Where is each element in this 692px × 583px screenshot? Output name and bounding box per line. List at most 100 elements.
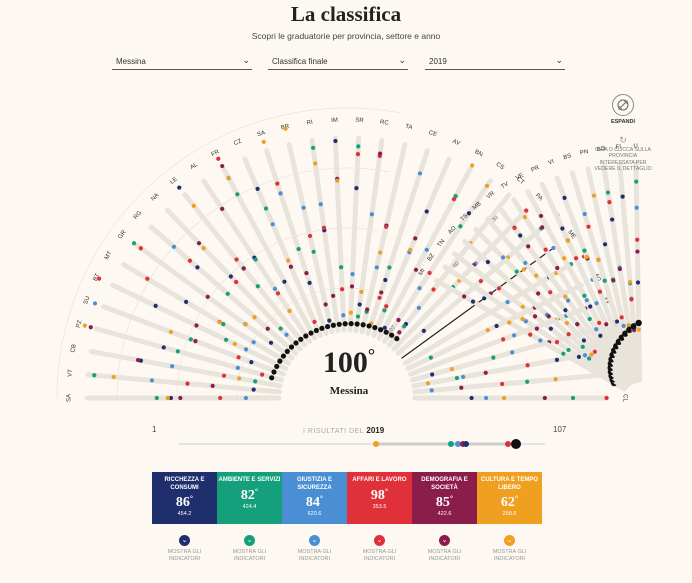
indicator-dot	[546, 314, 551, 319]
indicator-dot	[621, 323, 626, 329]
show-indicators-ricchezza[interactable]: ⌄ MOSTRA GLI INDICATORI	[167, 535, 202, 562]
year-select[interactable]: 2019 ⌄	[425, 55, 565, 70]
province-ray-TS	[473, 227, 630, 388]
show-indicators-affari[interactable]: ⌄ MOSTRA GLI INDICATORI	[362, 535, 397, 562]
indicator-dot	[165, 395, 170, 401]
final-rank-dot	[360, 322, 366, 328]
show-indicators-ambiente[interactable]: ⌄ MOSTRA GLI INDICATORI	[232, 535, 267, 562]
indicator-dot	[296, 246, 301, 252]
indicator-dot	[382, 308, 387, 313]
indicator-dot	[243, 395, 249, 401]
province-ray-FI	[617, 161, 641, 383]
category-card-cultura[interactable]: Cultura e tempo libero 62° 258.6	[477, 472, 542, 524]
category-card-ricchezza[interactable]: Ricchezza e consumi 86° 454.2	[152, 472, 217, 524]
indicator-dot	[251, 340, 256, 345]
final-rank-dot	[348, 321, 354, 327]
indicator-dot	[484, 183, 490, 188]
province-label-FR: FR	[211, 149, 221, 158]
indicator-dot	[635, 237, 640, 242]
province-ray-BR	[286, 142, 335, 335]
category-title: Affari e lavoro	[352, 477, 407, 483]
province-label-TN: TN	[437, 239, 447, 249]
indicator-dot	[501, 337, 506, 342]
indicator-dot	[620, 194, 625, 199]
province-label-CT: CT	[515, 176, 525, 186]
indicator-dot	[596, 257, 601, 262]
indicator-dot	[377, 295, 382, 300]
indicator-dot	[542, 395, 547, 401]
province-ray-TN	[451, 251, 629, 390]
indicator-dot	[236, 355, 241, 360]
indicator-dot	[413, 267, 419, 272]
indicator-dot	[594, 301, 599, 306]
indicator-dot	[591, 193, 597, 198]
ranking-select[interactable]: Classifica finale ⌄	[268, 55, 408, 70]
province-label-CZ: CZ	[233, 138, 243, 147]
indicator-dot	[327, 318, 332, 323]
indicator-dot	[510, 350, 515, 355]
indicator-dot	[512, 225, 517, 230]
indicator-dot	[553, 377, 558, 382]
final-rank-dot	[626, 326, 633, 334]
indicator-dot	[318, 202, 323, 207]
indicator-dot	[275, 181, 280, 186]
province-label-LE: LE	[169, 176, 178, 185]
final-rank-dot	[271, 369, 277, 375]
show-indicators-demografia[interactable]: ⌄ MOSTRA GLI INDICATORI	[427, 535, 462, 562]
indicator-dot	[253, 257, 258, 262]
chevron-down-icon: ⌄	[374, 535, 385, 546]
province-select[interactable]: Messina ⌄	[112, 55, 252, 70]
ring-guide	[176, 227, 379, 399]
timeline-min: 1	[152, 425, 157, 434]
province-label-PR: PR	[530, 165, 541, 174]
province-label-NA: NA	[150, 192, 160, 202]
final-rank-dot	[630, 323, 638, 330]
category-title: Cultura e tempo libero	[481, 477, 538, 491]
indicator-dot	[255, 284, 260, 289]
indicator-dot	[614, 319, 620, 324]
category-card-giustizia[interactable]: Giustizia e sicurezza 84° 620.6	[282, 472, 347, 524]
final-rank-dot	[378, 327, 384, 333]
indicator-dot	[466, 211, 472, 216]
category-card-ambiente[interactable]: Ambiente e servizi 82° 424.4	[217, 472, 282, 524]
indicator-dot	[178, 395, 183, 401]
province-label-BN: BN	[473, 149, 483, 158]
province-label-MT: MT	[104, 250, 114, 261]
show-indicators-cultura[interactable]: ⌄ MOSTRA GLI INDICATORI	[492, 535, 527, 562]
indicator-dot	[177, 185, 182, 190]
category-card-demografia[interactable]: Demografia e società 85° 422.6	[412, 472, 477, 524]
indicator-dot	[538, 213, 544, 219]
indicator-dot	[382, 325, 387, 330]
indicator-dot	[573, 256, 579, 261]
indicator-dot	[374, 265, 379, 270]
province-label-RC: RC	[380, 120, 390, 127]
indicator-dot	[88, 325, 93, 330]
category-card-affari[interactable]: Affari e lavoro 98° 353.5	[347, 472, 412, 524]
province-ray-MB	[485, 216, 631, 387]
indicator-dot	[149, 378, 155, 383]
final-rank-dot	[635, 319, 642, 327]
indicator-dot	[237, 376, 242, 381]
indicator-dot	[562, 195, 567, 200]
indicator-dot	[241, 266, 246, 271]
indicator-dot	[430, 372, 435, 377]
indicator-dot	[311, 145, 316, 150]
category-score: 620.6	[307, 511, 322, 517]
ring-label: 107	[386, 325, 397, 336]
indicator-dot	[483, 395, 489, 401]
province-label-BT: BT	[93, 273, 102, 283]
indicator-dot	[548, 326, 553, 331]
indicator-dot	[387, 265, 392, 270]
expand-button[interactable]: ESPANDI	[606, 94, 640, 125]
indicator-dot	[518, 233, 523, 238]
province-label-TS: TS	[460, 213, 470, 223]
category-rank: 85°	[435, 494, 454, 511]
province-label-MI: MI	[418, 268, 427, 277]
timeline-label: I RISULTATI DEL 2019	[303, 426, 384, 435]
indicator-dot	[427, 270, 432, 276]
indicator-dot	[421, 328, 426, 333]
final-rank-dot	[330, 322, 336, 328]
indicator-dot	[602, 278, 607, 283]
show-indicators-giustizia[interactable]: ⌄ MOSTRA GLI INDICATORI	[297, 535, 332, 562]
